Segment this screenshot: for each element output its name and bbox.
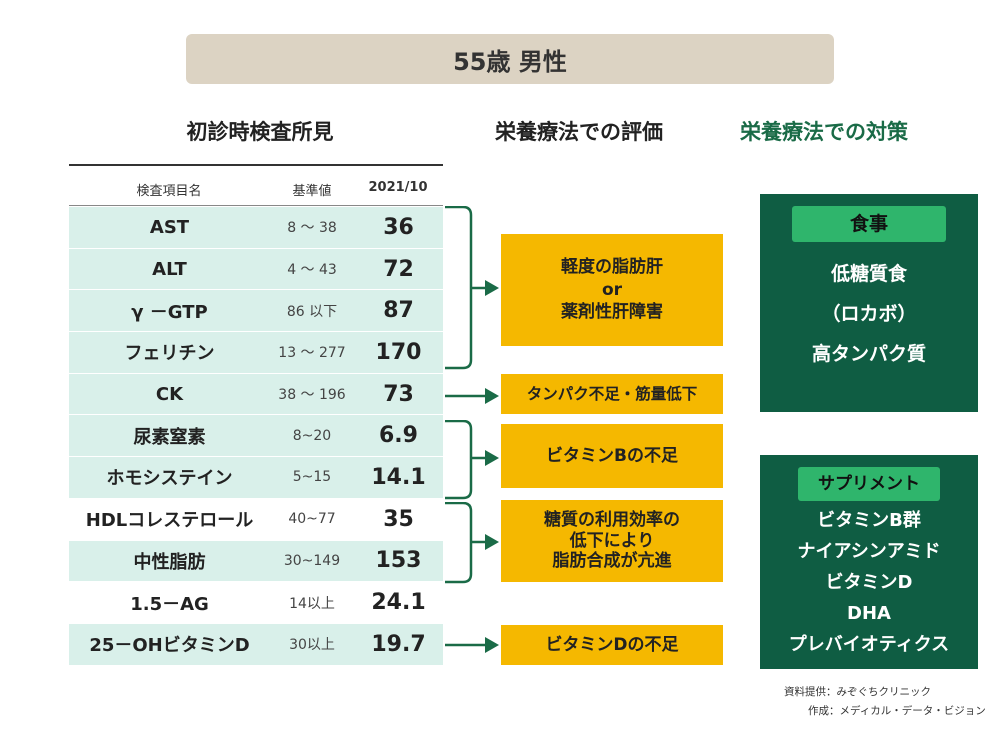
page-title: 55歳 男性 [186,34,834,84]
test-name: AST [149,216,190,238]
table-row: 尿素窒素 8~20 6.9 [69,415,443,458]
test-name: HDLコレステロール [85,510,254,532]
reference-range: 8~20 [292,427,332,444]
table-top-border [69,164,443,166]
test-value: 87 [383,298,414,324]
test-value: 72 [383,256,414,282]
diet-list: 低糖質食 （ロカボ） 高タンパク質 [812,254,926,374]
table-row: ALT 4 ～ 43 72 [69,248,443,291]
arrow-protein [445,388,499,404]
brace-arrow-liver [445,206,499,370]
evaluation-text: タンパク不足・筋量低下 [526,384,698,403]
evaluation-text: 脂肪合成が亢進 [552,551,672,572]
reference-range: 86 以下 [286,303,338,320]
supplement-panel: サプリメント ビタミンB群 ナイアシンアミド ビタミンD DHA プレバイオティ… [760,455,978,669]
test-value: 170 [375,339,422,365]
test-value: 73 [383,381,414,407]
table-header-divider [69,205,443,206]
table-row: フェリチン 13 ～ 277 170 [69,332,443,374]
evaluation-glucose: 糖質の利用効率の 低下により 脂肪合成が亢進 [501,500,723,582]
column-header-name: 検査項目名 [136,184,202,199]
supplement-item: DHA [847,603,891,624]
diet-item: 高タンパク質 [811,343,926,365]
reference-range: 4 ～ 43 [287,262,337,279]
brace-arrow-glucose [445,502,499,584]
table-row: HDLコレステロール 40~77 35 [69,498,443,541]
supplement-label: サプリメント [798,467,940,501]
test-name: ALT [152,258,187,280]
credit-source: 資料提供：みぞぐちクリニック [784,686,931,698]
test-name: ホモシステイン [106,468,233,490]
test-name: 1.5－AG [130,593,209,615]
table-row: γ －GTP 86 以下 87 [69,290,443,333]
diet-label: 食事 [792,206,946,242]
brace-arrow-vitamin-b [445,420,499,500]
table-row: 25－OHビタミンD 30以上 19.7 [69,623,443,666]
evaluation-text: 低下により [569,530,655,551]
reference-range: 13 ～ 277 [278,345,346,362]
supplement-item: プレバイオティクス [788,634,950,655]
evaluation-text: or [601,279,623,300]
test-value: 6.9 [379,423,418,449]
diet-item: （ロカボ） [821,303,917,325]
table-row: AST 8 ～ 38 36 [69,207,443,249]
section-heading-findings: 初診時検査所見 [186,120,334,144]
test-value: 24.1 [371,590,426,616]
lab-results-table: AST 8 ～ 38 36 ALT 4 ～ 43 72 γ －GTP 86 以下… [69,207,443,666]
table-row: 1.5－AG 14以上 24.1 [69,582,443,624]
arrow-vitamin-d [445,637,499,653]
reference-range: 30以上 [289,637,335,654]
test-name: 中性脂肪 [133,551,206,573]
supplement-list: ビタミンB群 ナイアシンアミド ビタミンD DHA プレバイオティクス [789,505,949,660]
evaluation-text: 糖質の利用効率の [544,510,680,531]
test-name: CK [155,383,184,405]
table-row: 中性脂肪 30~149 153 [69,540,443,583]
evaluation-liver: 軽度の脂肪肝 or 薬剤性肝障害 [501,234,723,346]
evaluation-vitamin-d: ビタミンDの不足 [501,625,723,665]
evaluation-vitamin-b: ビタミンBの不足 [501,424,723,488]
credit-author: 作成：メディカル・データ・ビジョン [808,705,986,717]
evaluation-text: ビタミンBの不足 [546,445,678,466]
test-name: 25－OHビタミンD [89,635,250,657]
reference-range: 5~15 [292,469,332,486]
column-header-date: 2021/10 [368,180,428,195]
supplement-item: ビタミンD [825,572,913,593]
reference-range: 14以上 [289,595,335,612]
test-value: 14.1 [371,464,426,490]
column-header-reference: 基準値 [292,184,332,199]
reference-range: 8 ～ 38 [287,220,337,237]
diet-item: 低糖質食 [830,263,907,285]
reference-range: 40~77 [288,511,336,528]
evaluation-text: 軽度の脂肪肝 [561,256,663,277]
test-name: 尿素窒素 [133,426,206,448]
diet-panel: 食事 低糖質食 （ロカボ） 高タンパク質 [760,194,978,412]
test-name: γ －GTP [131,301,208,323]
test-name: フェリチン [124,343,215,365]
section-heading-evaluation: 栄養療法での評価 [495,120,663,144]
section-heading-measures: 栄養療法での対策 [740,120,908,144]
supplement-item: ビタミンB群 [817,510,921,531]
test-value: 35 [383,506,414,532]
reference-range: 38 ～ 196 [278,387,346,404]
reference-range: 30~149 [283,552,341,569]
evaluation-text: ビタミンDの不足 [545,634,679,655]
evaluation-text: 薬剤性肝障害 [561,302,663,323]
test-value: 36 [383,214,414,240]
test-value: 153 [375,548,422,574]
evaluation-protein: タンパク不足・筋量低下 [501,374,723,414]
table-row: ホモシステイン 5~15 14.1 [69,457,443,499]
test-value: 19.7 [371,631,426,657]
supplement-item: ナイアシンアミド [797,541,941,562]
table-row: CK 38 ～ 196 73 [69,373,443,416]
